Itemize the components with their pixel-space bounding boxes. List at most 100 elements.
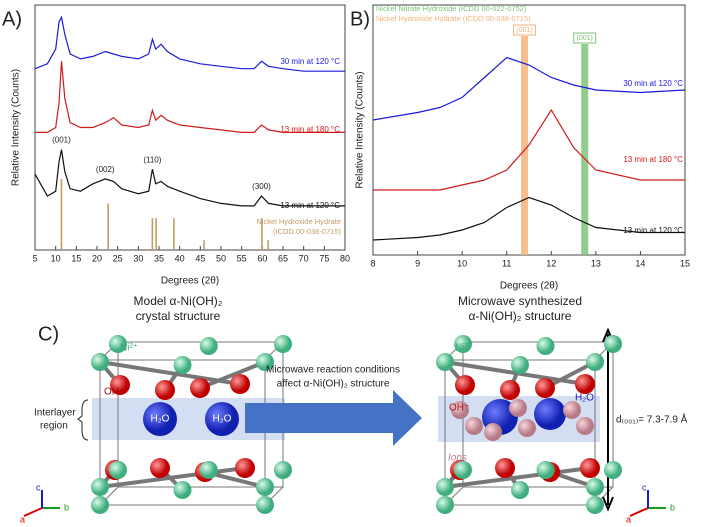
- x-tick-label: 11: [502, 258, 511, 268]
- atom: [110, 375, 130, 395]
- arrow-label: affect α-Ni(OH)₂ structure: [277, 379, 390, 390]
- x-tick-label: 12: [546, 258, 556, 268]
- panel-label: B): [350, 8, 370, 30]
- series-label: 13 min at 180 °C: [280, 125, 340, 134]
- x-tick-label: 14: [635, 258, 645, 268]
- x-tick-label: 15: [71, 253, 81, 263]
- atom: [173, 481, 192, 499]
- atom: [536, 337, 555, 355]
- bond: [99, 360, 241, 386]
- atom: [230, 374, 250, 394]
- atom: [509, 399, 527, 417]
- x-tick-label: 15: [680, 258, 690, 268]
- x-tick-label: 10: [457, 258, 467, 268]
- atom: [604, 335, 622, 353]
- bond: [99, 466, 246, 489]
- bond: [444, 360, 586, 386]
- diagram-title: Microwave synthesized: [458, 294, 582, 308]
- atom: [604, 461, 622, 479]
- x-axis-label: Degrees (2θ): [500, 281, 558, 292]
- series-label: 13 min at 120 °C: [280, 201, 340, 210]
- atom: [534, 398, 566, 430]
- atom: [436, 353, 454, 371]
- x-tick-label: 5: [32, 253, 37, 263]
- spacing-label: d₍₀₀₁₎= 7.3-7.9 Å: [616, 413, 688, 426]
- atom: [580, 458, 600, 478]
- peak-label: (001): [52, 136, 71, 145]
- peak-label: (300): [252, 182, 271, 191]
- reference-label: Nickel Hydroxide Hydrate: [256, 217, 341, 226]
- atom: [454, 461, 472, 479]
- x-axis-label: Degrees (2θ): [161, 276, 219, 287]
- atom: [173, 356, 192, 374]
- atom: [235, 458, 255, 478]
- region-label: region: [40, 421, 68, 432]
- x-tick-label: 80: [340, 253, 350, 263]
- atom: [451, 401, 469, 419]
- series-label: 30 min at 120 °C: [623, 79, 683, 88]
- atom: [109, 461, 127, 479]
- spacing-arrow: [602, 327, 614, 512]
- series-line: [372, 56, 686, 121]
- arrow-label: Microwave reaction conditions: [266, 365, 400, 376]
- atom: [495, 458, 515, 478]
- reference-tag-label: (001): [516, 27, 532, 34]
- series-label: 30 min at 120 °C: [280, 57, 340, 66]
- atom: [511, 356, 529, 374]
- atom: [500, 380, 520, 400]
- atom: [274, 335, 292, 353]
- atom: [150, 458, 170, 478]
- x-tick-label: 70: [299, 253, 309, 263]
- ion-label: OH⁻: [104, 387, 124, 398]
- ion-label: Ni²⁺: [455, 343, 473, 354]
- x-tick-label: 55: [237, 253, 247, 263]
- series-line: [373, 108, 685, 191]
- molecule-label: H₂O: [575, 393, 594, 404]
- x-tick-label: 30: [133, 253, 143, 263]
- x-tick-label: 60: [257, 253, 267, 263]
- x-tick-label: 50: [216, 253, 226, 263]
- molecule-label: H₂O: [151, 414, 170, 425]
- peak-label: (002): [96, 165, 115, 174]
- atom: [484, 423, 502, 441]
- diagram-title: crystal structure: [136, 309, 221, 323]
- x-tick-label: 40: [175, 253, 185, 263]
- panel-label: A): [2, 8, 22, 30]
- atom: [586, 353, 604, 371]
- plot-frame: [372, 4, 686, 256]
- reference-tag: [513, 24, 537, 36]
- axis-label: c: [36, 482, 41, 492]
- atom: [436, 478, 454, 496]
- molecule-label: H₂O: [213, 414, 232, 425]
- atom: [199, 461, 218, 479]
- ion-label: Ions: [448, 453, 467, 464]
- series-label: 13 min at 120 °C: [623, 226, 683, 235]
- atom: [576, 417, 594, 435]
- atom: [190, 378, 210, 398]
- x-tick-label: 25: [113, 253, 123, 263]
- x-tick-label: 20: [92, 253, 102, 263]
- x-tick-label: 13: [591, 258, 601, 268]
- bond: [444, 466, 591, 489]
- reference-band: [521, 36, 529, 255]
- x-tick-label: 9: [415, 258, 420, 268]
- atom: [109, 335, 127, 353]
- panel-label: C): [38, 323, 59, 345]
- atom: [205, 402, 239, 436]
- x-tick-label: 10: [51, 253, 61, 263]
- axis-label: a: [20, 514, 25, 524]
- atom: [454, 335, 472, 353]
- x-tick-label: 75: [319, 253, 329, 263]
- ion-label: Ni²⁺: [120, 343, 138, 354]
- atom: [455, 375, 475, 395]
- axis-label: b: [64, 502, 69, 512]
- reference-band: [581, 44, 589, 255]
- reference-tag: [573, 32, 597, 44]
- atom: [91, 478, 109, 496]
- y-axis-label: Relative Intensity (Counts): [355, 71, 366, 188]
- axis-triad: [23, 490, 666, 517]
- atom: [536, 461, 555, 479]
- axis-label: b: [670, 502, 675, 512]
- brace: [77, 399, 89, 441]
